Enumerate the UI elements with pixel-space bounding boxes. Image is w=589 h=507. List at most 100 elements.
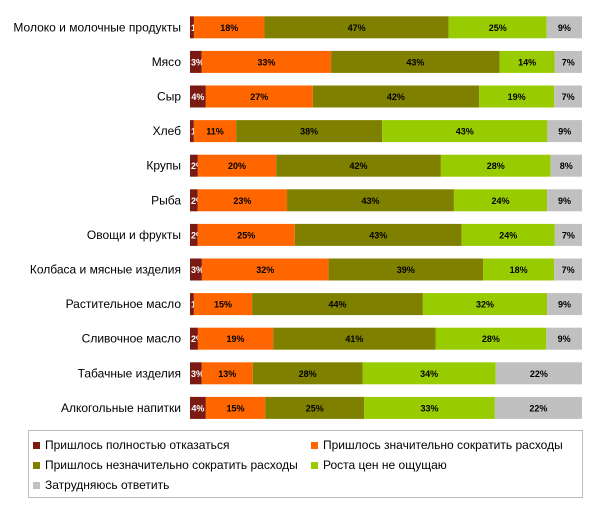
category-label: Алкогольные напитки (61, 401, 181, 415)
legend-swatch (311, 441, 318, 449)
bar-segment (252, 293, 423, 316)
legend-label: Пришлось значительно сократить расходы (323, 438, 563, 452)
bar-segment (479, 85, 555, 108)
data-label: 2% (191, 161, 204, 171)
category-label: Табачные изделия (78, 366, 181, 380)
bar-segment (190, 223, 198, 246)
bar-segment (276, 154, 441, 177)
data-label: 8% (560, 161, 573, 171)
legend-item: Затрудняюсь ответить (33, 478, 169, 492)
bar-segment (331, 50, 500, 73)
bar-segment (312, 85, 480, 108)
data-label: 9% (558, 23, 571, 33)
category-label: Молоко и молочные продукты (13, 20, 181, 34)
legend-swatch (33, 461, 40, 469)
data-label: 32% (476, 300, 494, 310)
category-label: Крупы (146, 159, 181, 173)
data-label: 13% (218, 369, 236, 379)
data-label: 42% (387, 92, 405, 102)
data-label: 39% (397, 265, 415, 275)
legend-item: Пришлось незначительно сократить расходы (33, 458, 298, 472)
data-label: 9% (558, 196, 571, 206)
bar-segment (328, 258, 484, 281)
data-label: 43% (361, 196, 379, 206)
data-label: 3% (191, 57, 204, 67)
bar-segment (190, 293, 194, 316)
bar-segment (193, 16, 265, 39)
legend: Пришлось полностью отказаться Пришлось з… (28, 430, 583, 498)
bar-segment (190, 16, 194, 39)
data-label: 7% (562, 265, 575, 275)
bar-segment (197, 154, 277, 177)
bar-segment (554, 258, 582, 281)
data-label: 24% (499, 230, 517, 240)
bar-segment (252, 362, 363, 385)
category-label: Растительное масло (66, 297, 182, 311)
bar-segment (364, 396, 495, 419)
data-label: 47% (348, 23, 366, 33)
bar-segment (546, 16, 582, 39)
bar-segment (546, 327, 582, 350)
bar-segment (197, 223, 295, 246)
data-label: 9% (558, 334, 571, 344)
data-label: 3% (191, 265, 204, 275)
data-label: 2% (191, 334, 204, 344)
data-label: 28% (482, 334, 500, 344)
bar-segment (201, 258, 329, 281)
bar-segment (190, 396, 206, 419)
data-label: 7% (562, 230, 575, 240)
data-label: 22% (530, 369, 548, 379)
bar-segment (494, 396, 582, 419)
bar-segment (547, 293, 582, 316)
data-label: 20% (228, 161, 246, 171)
data-label: 19% (508, 92, 526, 102)
legend-item: Пришлось значительно сократить расходы (311, 438, 563, 452)
legend-item: Роста цен не ощущаю (311, 458, 447, 472)
data-label: 43% (456, 127, 474, 137)
legend-label: Пришлось полностью отказаться (45, 438, 230, 452)
data-label: 15% (227, 403, 245, 413)
bar-segment (483, 258, 555, 281)
data-label: 42% (350, 161, 368, 171)
legend-item: Пришлось полностью отказаться (33, 438, 229, 452)
bar-segment (273, 327, 436, 350)
bar-segment (193, 293, 253, 316)
bar-segment (201, 50, 332, 73)
data-label: 22% (529, 403, 547, 413)
bar-segment (554, 85, 582, 108)
bar-segment (190, 258, 202, 281)
bar-segment (201, 362, 253, 385)
category-label: Мясо (152, 55, 182, 69)
bar-segment (190, 154, 198, 177)
legend-swatch (33, 441, 40, 449)
data-label: 3% (191, 369, 204, 379)
category-label: Сыр (157, 90, 181, 104)
bar-segment (294, 223, 462, 246)
bar-segment (205, 85, 313, 108)
legend-label: Роста цен не ощущаю (323, 458, 447, 472)
data-label: 2% (191, 230, 204, 240)
data-label: 15% (214, 300, 232, 310)
category-label: Хлеб (153, 124, 182, 138)
bar-segment (554, 50, 582, 73)
bar-segment (190, 362, 202, 385)
bar-segment (193, 120, 237, 143)
legend-label: Пришлось незначительно сократить расходы (45, 458, 298, 472)
data-label: 19% (227, 334, 245, 344)
bar-segment (422, 293, 548, 316)
data-label: 33% (257, 57, 275, 67)
data-label: 18% (220, 23, 238, 33)
data-label: 4% (191, 403, 204, 413)
data-label: 43% (369, 230, 387, 240)
data-label: 7% (562, 92, 575, 102)
bar-segment (554, 223, 582, 246)
data-label: 2% (191, 196, 204, 206)
data-label: 34% (420, 369, 438, 379)
data-label: 38% (300, 127, 318, 137)
data-label: 24% (491, 196, 509, 206)
bar-segment (435, 327, 547, 350)
bar-segment (461, 223, 555, 246)
data-label: 25% (306, 403, 324, 413)
bar-segment (453, 189, 548, 212)
bar-segment (547, 120, 582, 143)
